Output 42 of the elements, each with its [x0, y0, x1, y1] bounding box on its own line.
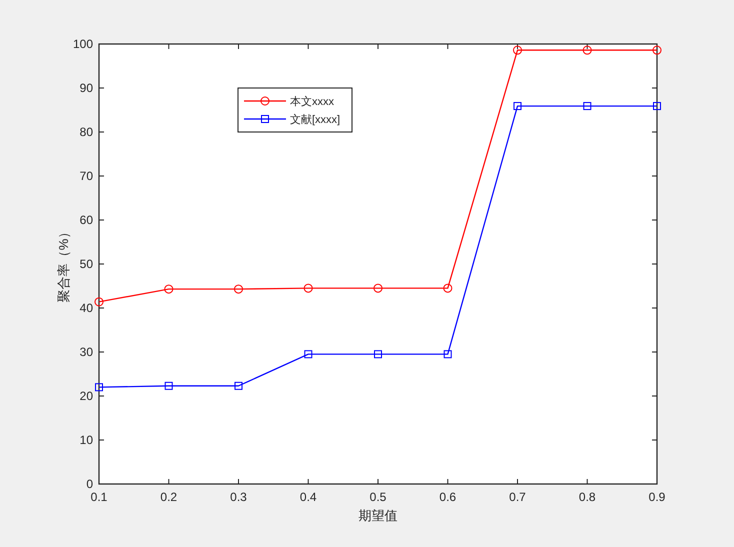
x-tick-label: 0.8 — [578, 490, 596, 504]
point — [582, 46, 592, 55]
point — [583, 102, 592, 110]
point — [513, 46, 522, 55]
point — [304, 350, 312, 358]
y-tick-label: 90 — [80, 81, 94, 95]
point — [164, 284, 174, 294]
y-tick-label: 40 — [80, 301, 94, 315]
x-tick-label: 0.4 — [300, 490, 317, 504]
legend-label: 文献[xxxx] — [290, 113, 340, 126]
y-tick-label: 60 — [80, 213, 94, 227]
point — [444, 350, 452, 358]
point — [164, 382, 173, 390]
point — [304, 284, 313, 293]
x-axis-title: 期望值 — [358, 508, 398, 523]
point — [374, 284, 382, 293]
point — [234, 284, 243, 294]
point — [94, 297, 104, 306]
x-tick-label: 0.1 — [90, 490, 108, 504]
y-tick-label: 30 — [80, 345, 94, 359]
x-tick-label: 0.2 — [160, 490, 178, 504]
legend-label: 本文xxxx — [290, 95, 334, 108]
point — [652, 46, 662, 55]
point — [95, 383, 103, 392]
y-tick-label: 0 — [86, 477, 94, 491]
y-tick-label: 100 — [72, 37, 94, 51]
x-tick-label: 0.5 — [370, 490, 387, 504]
point — [514, 102, 522, 110]
x-tick-label: 0.6 — [439, 490, 456, 504]
point — [443, 284, 452, 293]
point — [234, 382, 242, 390]
y-tick-label: 10 — [80, 433, 94, 447]
x-tick-label: 0.7 — [509, 490, 526, 504]
y-tick-label: 50 — [80, 257, 94, 271]
point — [653, 102, 661, 110]
x-tick-label: 0.3 — [230, 490, 248, 504]
point — [374, 350, 382, 358]
y-tick-label: 20 — [80, 389, 94, 403]
y-tick-label: 70 — [80, 169, 94, 183]
x-tick-label: 0.9 — [648, 490, 666, 504]
y-tick-label: 80 — [80, 125, 94, 139]
y-axis-title: 聚合率（%） — [56, 226, 71, 302]
